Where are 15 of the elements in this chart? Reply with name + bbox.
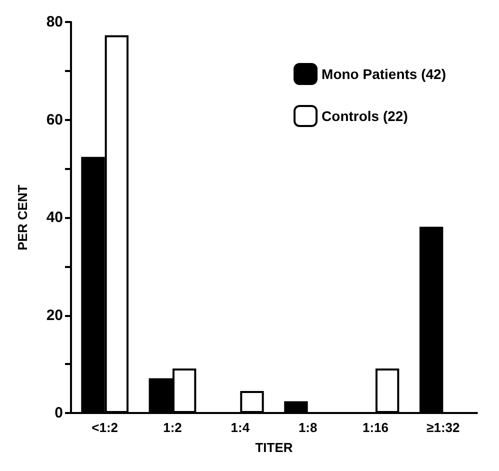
x-tick-label: 1:4 [230, 420, 250, 435]
x-tick-label: 1:2 [163, 420, 182, 435]
x-tick-label: 1:16 [362, 420, 389, 435]
x-axis-title: TITER [255, 440, 294, 455]
y-tick-label: 20 [46, 306, 63, 324]
y-tick-label: 60 [46, 111, 63, 128]
x-tick-label: <1:2 [92, 420, 118, 435]
x-tick-label: 1:8 [298, 420, 318, 435]
legend-label: Mono Patients (42) [322, 66, 446, 82]
y-axis-title: PER CENT [15, 184, 30, 250]
x-tick-label: ≥1:32 [426, 420, 460, 435]
legend-label: Controls (22) [322, 108, 408, 124]
y-tick-label: 80 [46, 14, 63, 30]
y-tick-label: 40 [46, 209, 63, 226]
y-tick-label: 0 [54, 404, 63, 422]
